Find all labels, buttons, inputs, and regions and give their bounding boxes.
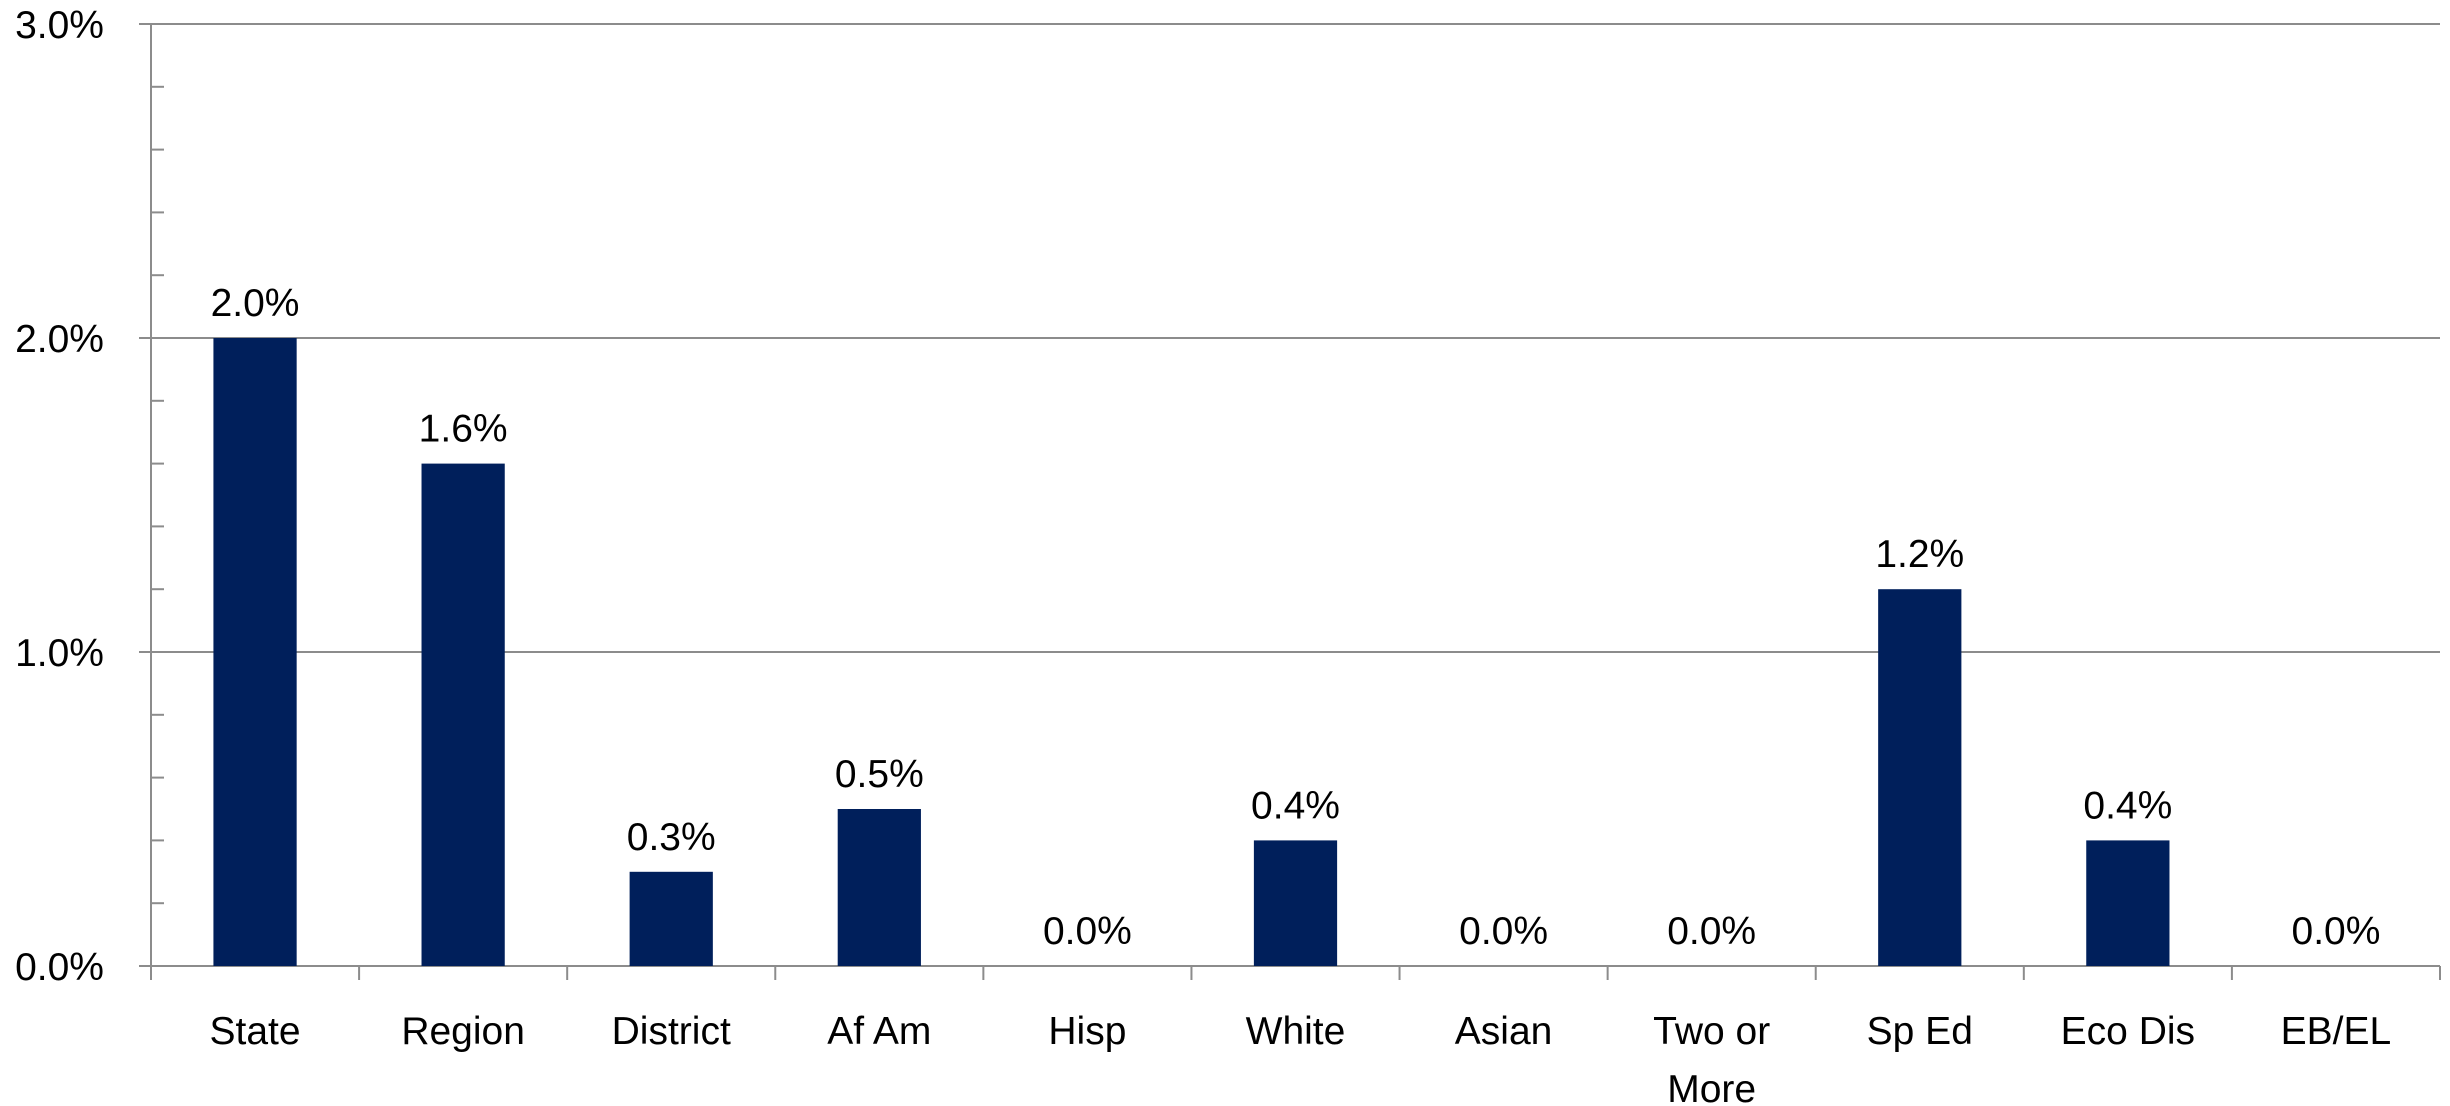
category-label-line: Region <box>401 1010 525 1053</box>
category-label: Af Am <box>827 1010 931 1053</box>
data-label: 1.6% <box>419 408 508 451</box>
data-label: 0.0% <box>1459 910 1548 953</box>
category-label: Asian <box>1455 1010 1553 1053</box>
category-label-line: State <box>210 1010 301 1053</box>
bar <box>213 338 297 966</box>
category-label-line: EB/EL <box>2281 1010 2392 1053</box>
data-label: 0.0% <box>2292 910 2381 953</box>
x-axis-category-labels: State Region District Af Am Hisp White Asian Tw… <box>210 1010 2392 1106</box>
data-label: 0.3% <box>627 816 716 859</box>
category-label: State <box>210 1010 301 1053</box>
data-label: 0.5% <box>835 753 924 796</box>
y-axis-tick-labels: 0.0% 1.0% 2.0% 3.0% <box>15 4 104 989</box>
category-label: EB/EL <box>2281 1010 2392 1053</box>
bar <box>629 871 713 966</box>
category-label: Sp Ed <box>1867 1010 1973 1053</box>
category-label: White <box>1246 1010 1346 1053</box>
y-tick-label: 1.0% <box>15 632 104 675</box>
data-label: 0.4% <box>2083 784 2172 827</box>
category-label-line: Eco Dis <box>2061 1010 2195 1053</box>
data-label: 0.4% <box>1251 784 1340 827</box>
data-label: 0.0% <box>1667 910 1756 953</box>
category-label-line: Hisp <box>1048 1010 1126 1053</box>
category-label-line: Two or <box>1653 1010 1770 1053</box>
bar <box>421 463 505 966</box>
bars <box>213 338 2170 966</box>
category-label: Two or More <box>1653 1010 1770 1106</box>
category-label-line: More <box>1667 1068 1756 1106</box>
data-labels: 2.0% 1.6% 0.3% 0.5% 0.0% 0.4% 0.0% 0.0% 1.2% 0.4%… <box>211 282 2381 953</box>
category-label: Eco Dis <box>2061 1010 2195 1053</box>
category-label: Region <box>401 1010 525 1053</box>
category-label-line: White <box>1246 1010 1346 1053</box>
data-label: 2.0% <box>211 282 300 325</box>
data-label: 0.0% <box>1043 910 1132 953</box>
category-label-line: Af Am <box>827 1010 931 1053</box>
category-label-line: Sp Ed <box>1867 1010 1973 1053</box>
gridlines <box>151 23 2440 653</box>
bar <box>1878 589 1962 966</box>
y-tick-label: 3.0% <box>15 4 104 47</box>
category-label: Hisp <box>1048 1010 1126 1053</box>
bar <box>837 809 921 966</box>
bar <box>2086 840 2170 966</box>
data-label: 1.2% <box>1875 533 1964 576</box>
category-label-line: District <box>612 1010 731 1053</box>
category-label: District <box>612 1010 731 1053</box>
category-label-line: Asian <box>1455 1010 1553 1053</box>
y-tick-label: 0.0% <box>15 946 104 989</box>
bar <box>1253 840 1338 966</box>
y-tick-label: 2.0% <box>15 318 104 361</box>
